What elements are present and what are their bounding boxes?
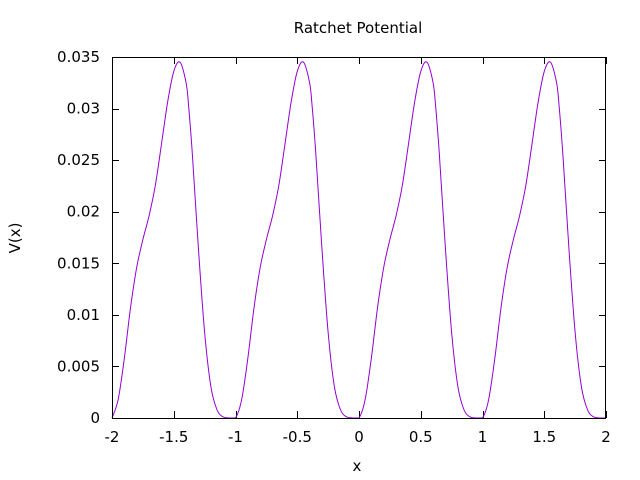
y-tick-label: 0.005 [57,357,100,375]
y-tick-label: 0 [90,409,100,427]
y-tick-label: 0.01 [67,306,100,324]
chart-title: Ratchet Potential [294,19,423,37]
x-axis-title: x [353,457,362,475]
y-tick-label: 0.035 [57,48,100,66]
x-tick-label: 0.5 [409,428,433,446]
x-tick-label: -2 [105,428,120,446]
y-tick-label: 0.025 [57,151,100,169]
y-axis-ticks: 0 0.005 0.01 0.015 0.02 0.025 0.03 0.035 [57,48,606,427]
y-axis-title: V(x) [6,223,24,254]
x-tick-label: 1 [478,428,488,446]
plot-frame [112,57,606,419]
y-tick-label: 0.02 [67,203,100,221]
x-tick-label: -1.5 [159,428,188,446]
y-tick-label: 0.015 [57,254,100,272]
y-tick-label: 0.03 [67,100,100,118]
x-tick-label: 0 [354,428,364,446]
x-tick-label: 2 [601,428,611,446]
x-tick-label: 1.5 [532,428,556,446]
x-tick-label: -0.5 [283,428,312,446]
x-tick-label: -1 [228,428,243,446]
x-axis-ticks: -2 -1.5 -1 -0.5 0 0.5 1 1.5 2 [105,57,611,446]
